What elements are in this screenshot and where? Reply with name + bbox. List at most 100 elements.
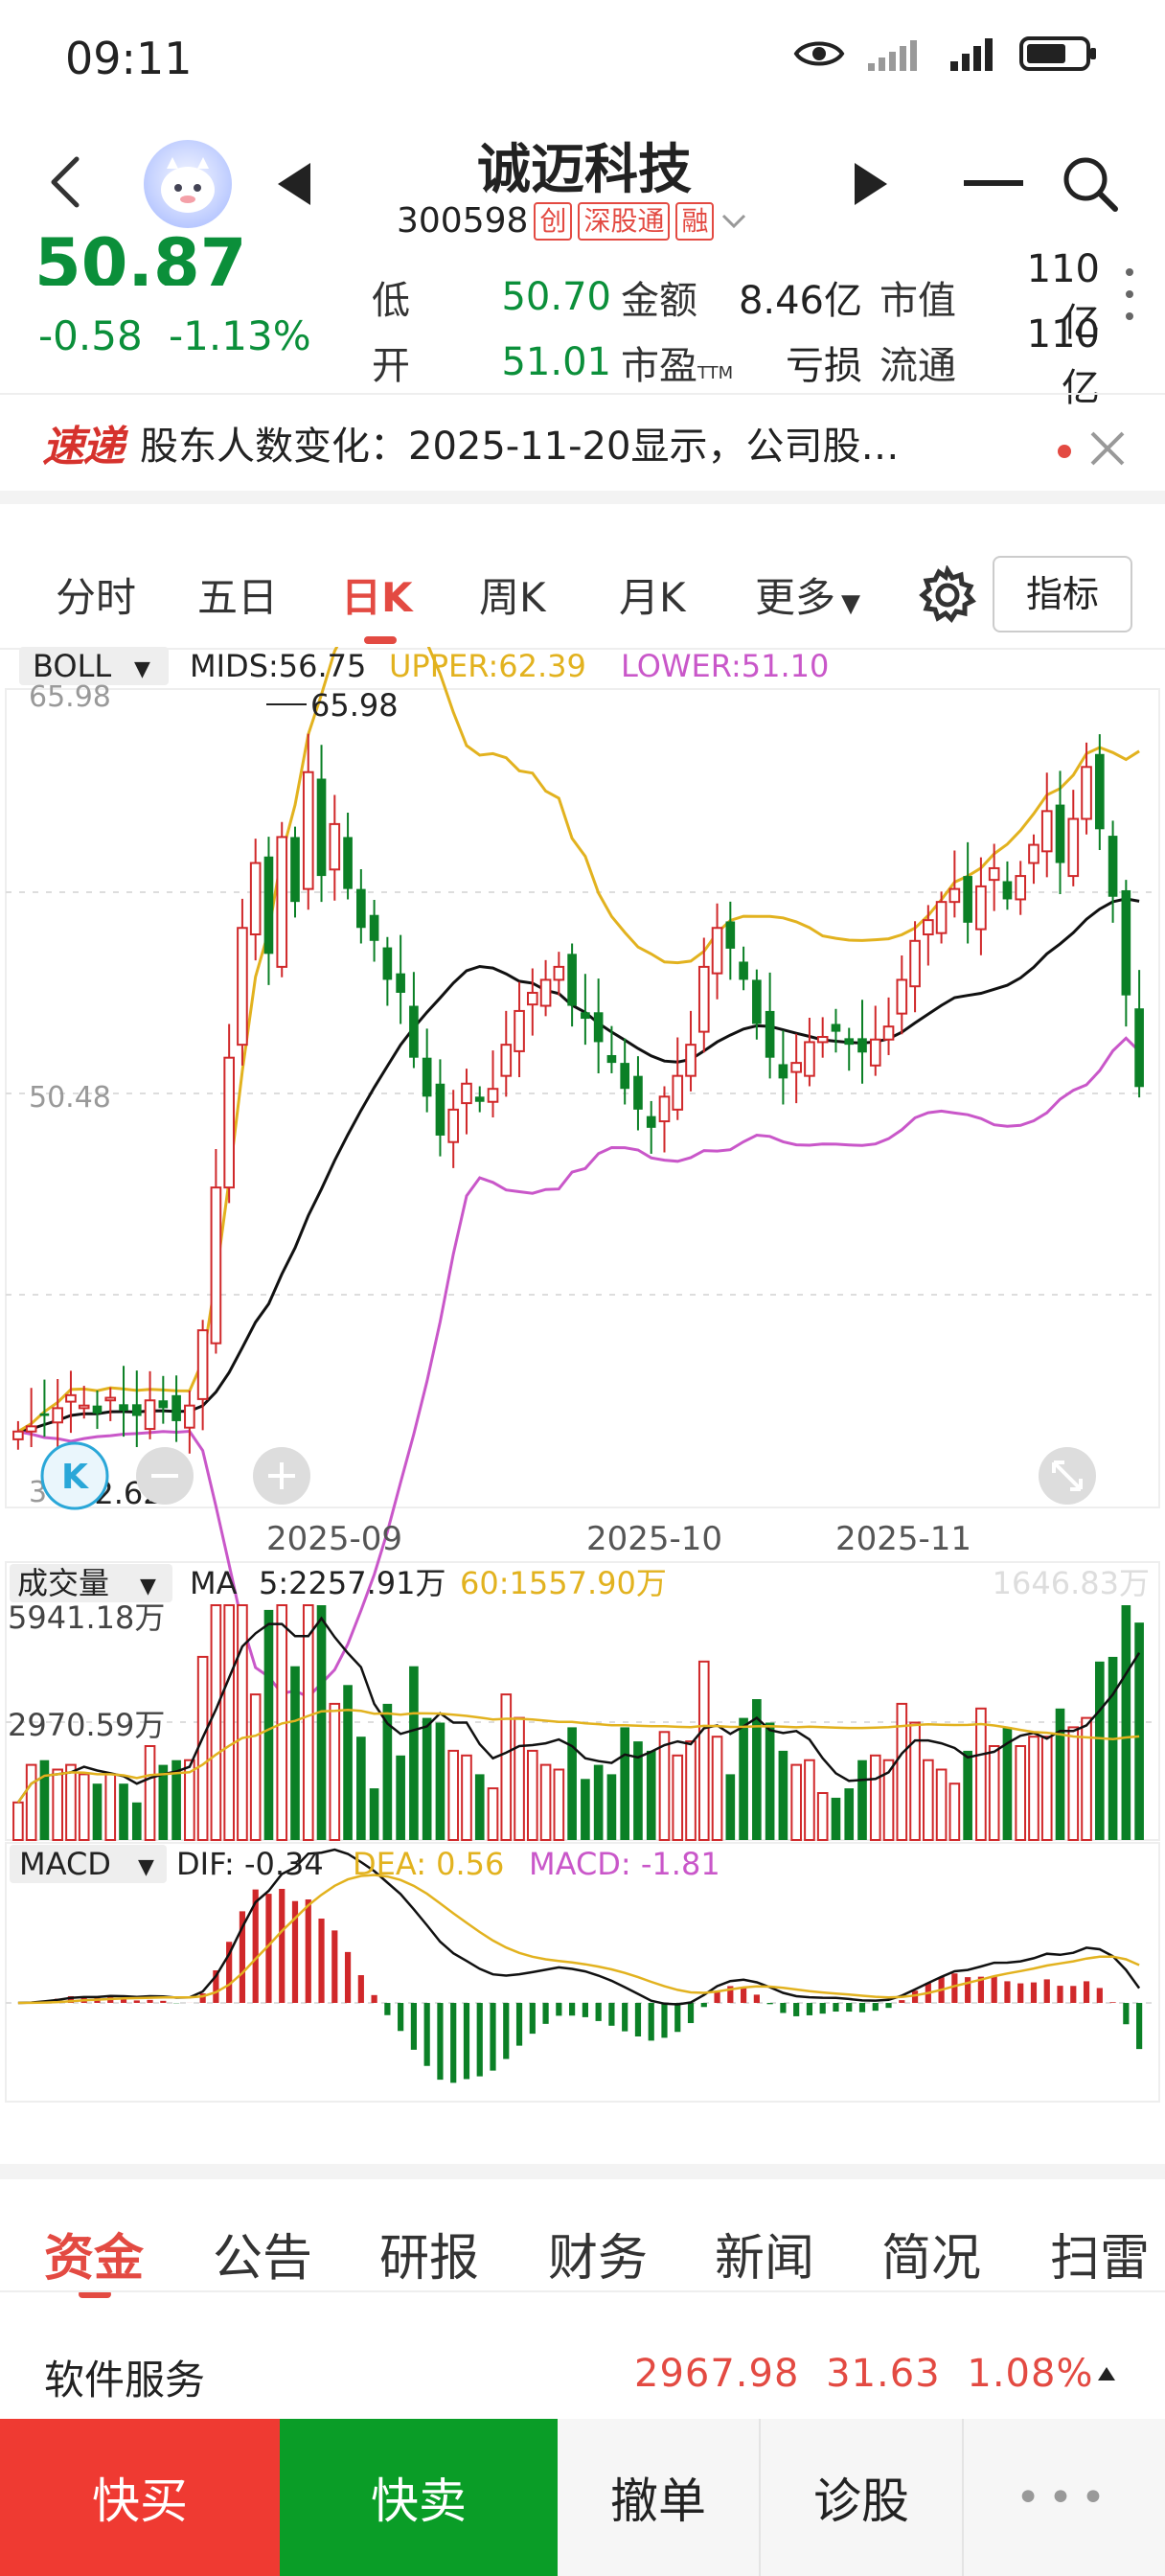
quick-sell-button[interactable]: 快卖 <box>280 2419 558 2576</box>
candle-up <box>539 978 552 1007</box>
ticker-text[interactable]: 股东人数变化：2025-11-20显示，公司股… <box>140 425 900 469</box>
volume-selector[interactable]: 成交量 <box>17 1565 109 1601</box>
candle-down <box>39 1413 50 1416</box>
candle-up <box>447 1108 460 1143</box>
quick-buy-button[interactable]: 快买 <box>0 2419 280 2576</box>
kline-chart[interactable]: BOLL ▼ MIDS:56.75 UPPER:62.39 LOWER:51.1… <box>0 647 1165 2123</box>
boll-selector-bg[interactable] <box>19 647 169 685</box>
search-icon[interactable] <box>1060 153 1119 213</box>
tab-daily-k[interactable]: 日K <box>341 574 413 621</box>
tab-weekly-k[interactable]: 周K <box>479 574 546 621</box>
tag-rong: 融 <box>675 201 715 241</box>
volume-bar-up <box>909 1721 921 1841</box>
chevron-down-icon[interactable] <box>720 210 748 233</box>
volume-bar-down <box>752 1699 762 1840</box>
stock-code: 300598 <box>397 201 529 241</box>
status-time: 09:11 <box>65 33 193 84</box>
candle-up <box>923 919 934 936</box>
more-actions-button[interactable]: ••• <box>964 2419 1165 2576</box>
volume-bar-up <box>1040 1736 1053 1841</box>
tab-financials[interactable]: 财务 <box>548 2230 649 2288</box>
candle-up <box>1040 810 1053 853</box>
k-logo-button[interactable]: K <box>40 1441 109 1510</box>
candle-up <box>514 1009 525 1052</box>
volume-ma5-line <box>16 1616 1141 1804</box>
volume-bar-down <box>646 1750 656 1840</box>
tab-intraday[interactable]: 分时 <box>56 574 137 621</box>
volume-bar-down <box>1055 1708 1065 1840</box>
candle-up <box>553 965 565 981</box>
indicator-button[interactable]: 指标 <box>993 556 1132 632</box>
prev-stock-button[interactable] <box>278 163 310 205</box>
candle-down <box>581 1012 590 1020</box>
boll-legend: BOLL ▼ MIDS:56.75 UPPER:62.39 LOWER:51.1… <box>19 647 829 685</box>
candle-up <box>196 1329 209 1400</box>
macd-dif: DIF: -0.34 <box>176 1846 324 1882</box>
tab-risk-scan[interactable]: 扫雷 <box>1050 2230 1151 2288</box>
candle-down <box>171 1394 181 1421</box>
volume-bar-up <box>329 1702 341 1842</box>
volume-bar-down <box>567 1727 577 1840</box>
candle-up <box>78 1404 90 1410</box>
signal-1-icon <box>868 40 917 71</box>
gear-icon[interactable] <box>918 565 977 625</box>
sector-row[interactable]: 软件服务 2967.98 31.63 1.08% <box>0 2290 1165 2425</box>
volume-bar-up <box>487 1787 499 1841</box>
diagnose-button[interactable]: 诊股 <box>761 2419 964 2576</box>
candle-up <box>1028 843 1039 864</box>
tab-profile[interactable]: 简况 <box>881 2230 982 2288</box>
candle-down <box>422 1057 432 1097</box>
candle-up <box>935 901 948 934</box>
candle-down <box>409 1005 419 1058</box>
more-vertical-icon[interactable] <box>1125 266 1134 322</box>
unread-dot <box>1058 445 1071 458</box>
zoom-out-button[interactable] <box>136 1447 194 1505</box>
remove-watchlist-button[interactable] <box>964 180 1023 186</box>
candle-down <box>369 914 379 941</box>
stock-code-row: 300598 创 深股通 融 <box>397 201 748 241</box>
volume-bar-down <box>1134 1622 1144 1840</box>
macd-value: MACD: -1.81 <box>529 1846 720 1882</box>
fullscreen-button[interactable] <box>1039 1447 1096 1505</box>
volume-bar-up <box>1028 1736 1039 1841</box>
price-change: -0.58 -1.13% <box>38 312 311 359</box>
x-label-oct: 2025-10 <box>586 1520 722 1558</box>
candle-up <box>697 965 710 1033</box>
volume-bar-down <box>316 1605 327 1840</box>
volume-bar-up <box>526 1749 538 1842</box>
x-label-nov: 2025-11 <box>835 1520 971 1558</box>
candle-up <box>184 1404 195 1429</box>
boll-selector[interactable]: BOLL <box>33 648 111 684</box>
candle-down <box>435 1083 445 1136</box>
macd-selector[interactable]: MACD <box>19 1846 111 1882</box>
volume-bar-down <box>131 1802 142 1840</box>
candles <box>12 733 1144 1454</box>
candle-up <box>329 822 341 871</box>
next-stock-button[interactable] <box>855 163 887 205</box>
tab-funds[interactable]: 资金 <box>44 2230 145 2288</box>
candle-down <box>593 1012 604 1043</box>
caret-up-icon[interactable] <box>1098 2367 1115 2380</box>
candle-down <box>963 876 972 923</box>
tab-five-day[interactable]: 五日 <box>197 574 279 621</box>
tab-research[interactable]: 研报 <box>379 2230 480 2288</box>
tab-monthly-k[interactable]: 月K <box>619 574 686 621</box>
macd-selector-bg[interactable] <box>10 1845 167 1883</box>
volume-selector-bg[interactable] <box>10 1564 172 1602</box>
tab-more[interactable]: 更多 ▼ <box>755 565 860 624</box>
news-ticker[interactable]: 速递 股东人数变化：2025-11-20显示，公司股… <box>0 393 1165 504</box>
volume-bar-down <box>831 1797 841 1840</box>
candle-up <box>52 1407 64 1424</box>
sector-index: 2967.98 <box>634 2352 800 2396</box>
candle-down <box>831 1024 841 1032</box>
tab-announcements[interactable]: 公告 <box>213 2230 313 2288</box>
avatar[interactable] <box>144 140 232 228</box>
back-button[interactable] <box>38 153 96 211</box>
tab-news[interactable]: 新闻 <box>715 2230 815 2288</box>
eye-icon <box>793 41 845 66</box>
candle-down <box>567 954 577 1006</box>
quote-row-open: 开 51.01 市盈TTM 亏损 流通 110亿 <box>372 312 1138 410</box>
close-icon[interactable] <box>1086 427 1129 470</box>
zoom-in-button[interactable] <box>253 1447 310 1505</box>
cancel-order-button[interactable]: 撤单 <box>558 2419 761 2576</box>
